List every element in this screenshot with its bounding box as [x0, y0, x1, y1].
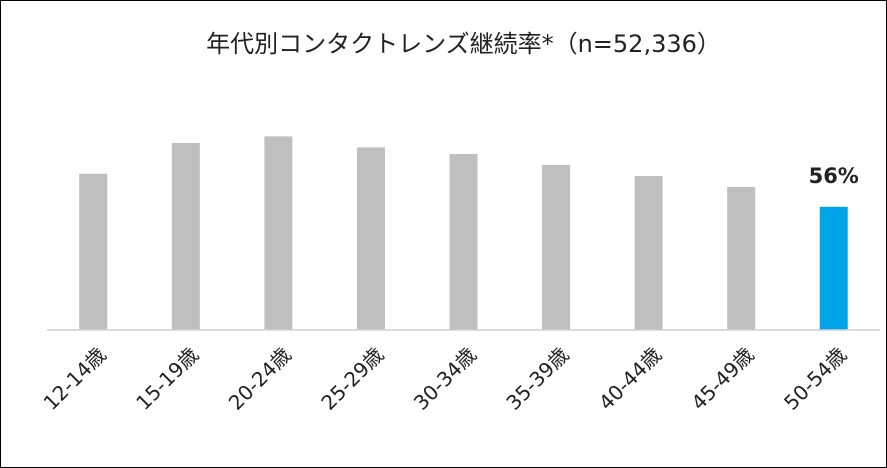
x-tick-label-12-14歳: 12-14歳	[39, 343, 111, 415]
x-tick-label-50-54歳: 50-54歳	[779, 343, 851, 415]
x-tick-label-45-49歳: 45-49歳	[686, 343, 758, 415]
bar-25-29歳	[356, 147, 385, 330]
bar-15-19歳	[171, 143, 200, 330]
x-tick-label-40-44歳: 40-44歳	[594, 343, 666, 415]
x-tick-label-20-24歳: 20-24歳	[224, 343, 296, 415]
bar-30-34歳	[449, 154, 478, 330]
x-tick-label-30-34歳: 30-34歳	[409, 343, 481, 415]
data-label-50-54歳: 56%	[809, 164, 859, 188]
bar-45-49歳	[727, 187, 756, 330]
bar-35-39歳	[542, 165, 571, 330]
bar-50-54歳	[819, 206, 848, 330]
bar-20-24歳	[264, 136, 293, 330]
bar-40-44歳	[634, 176, 663, 330]
x-tick-label-15-19歳: 15-19歳	[131, 343, 203, 415]
chart-title: 年代別コンタクトレンズ継続率*（n=52,336）	[206, 30, 721, 58]
bar-12-14歳	[79, 173, 108, 330]
x-tick-label-35-39歳: 35-39歳	[501, 343, 573, 415]
x-tick-label-25-29歳: 25-29歳	[316, 343, 388, 415]
